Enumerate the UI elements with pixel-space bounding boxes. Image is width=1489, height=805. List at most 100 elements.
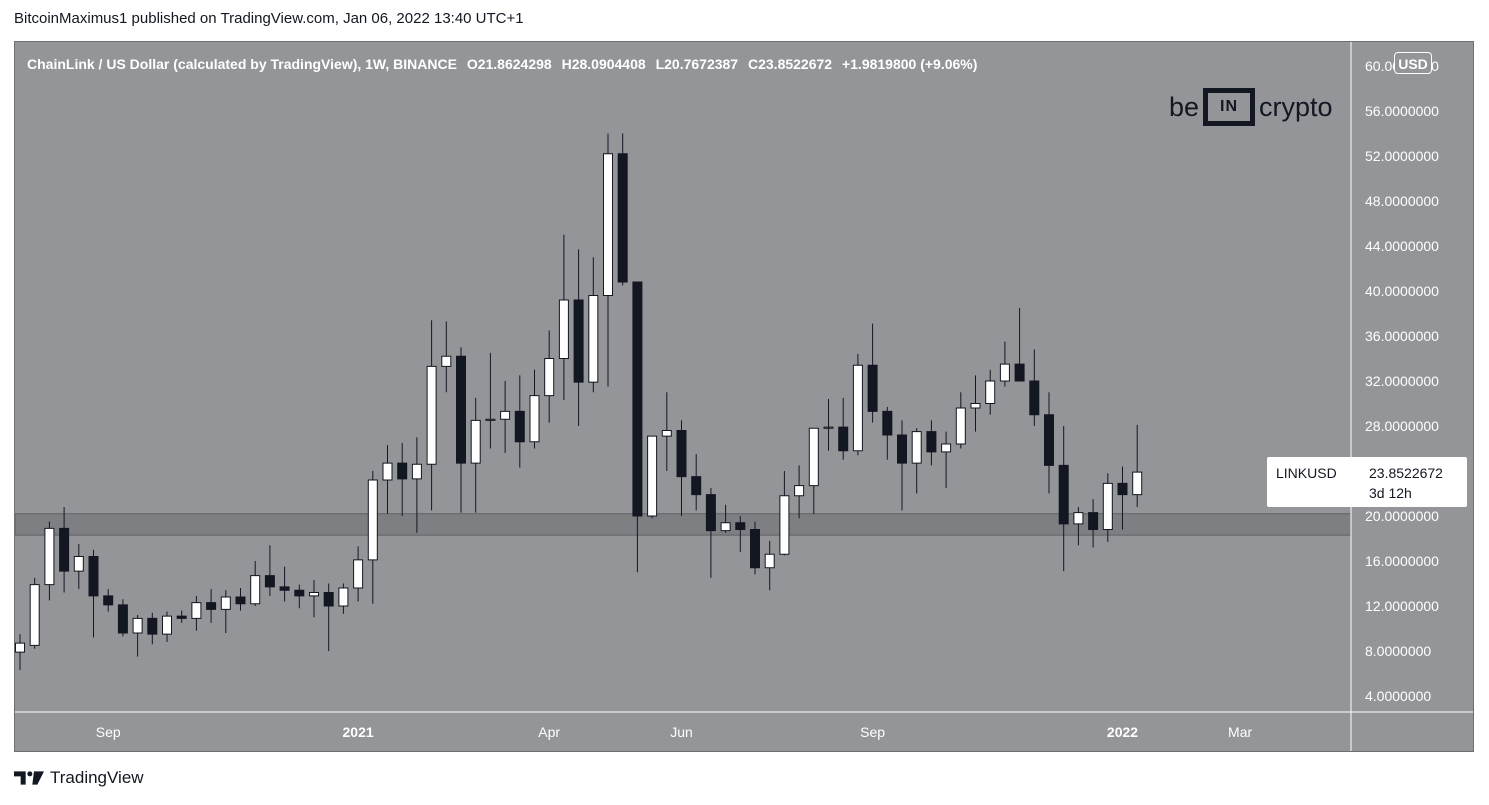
candlestick-chart[interactable]: 4.0000000 8.0000000 12.0000000 16.0000000 20… (15, 42, 1473, 751)
x-tick-label: Sep (860, 724, 885, 740)
candle-body (1073, 512, 1084, 525)
candle-body (676, 430, 687, 478)
candle-body (647, 435, 658, 517)
candle-body (367, 479, 378, 561)
candle-body (1102, 482, 1113, 530)
y-tick-label: 48.0000000 (1365, 193, 1439, 209)
y-tick-label: 8.0000000 (1365, 643, 1431, 659)
candle-body (735, 522, 746, 530)
candle-body (411, 463, 422, 480)
candle-body (617, 153, 628, 283)
candle-body (603, 153, 613, 296)
price-tag-symbol: LINKUSD (1276, 465, 1337, 481)
open-value: 21.8624298 (477, 56, 552, 72)
candle-body (985, 380, 996, 404)
tradingview-logo-icon (14, 771, 44, 785)
low-label: L (655, 56, 665, 72)
y-tick-label: 16.0000000 (1365, 553, 1439, 569)
y-tick-label: 44.0000000 (1365, 238, 1439, 254)
y-tick-label: 12.0000000 (1365, 598, 1439, 614)
close-label: C (747, 56, 759, 72)
x-tick-label: Jun (670, 724, 693, 740)
candle-body (750, 529, 760, 569)
y-tick-label: 20.0000000 (1365, 508, 1439, 524)
candle-body (544, 358, 555, 397)
candle-body (456, 355, 466, 464)
open-label: O (466, 56, 478, 72)
candle-body (353, 559, 364, 589)
candle-body (970, 403, 981, 409)
candle-body (529, 395, 540, 443)
candle-body (426, 365, 437, 465)
candle-body (397, 462, 408, 480)
candle-body (250, 575, 261, 605)
candle-body (1014, 363, 1025, 382)
beincrypto-logo: be IN crypto (1169, 88, 1333, 126)
candle-body (705, 494, 716, 532)
close-value: 23.8522672 (758, 56, 833, 72)
candle-body (1044, 414, 1054, 466)
candle-body (955, 407, 966, 445)
last-price-tag: LINKUSD 23.8522672 3d 12h (1267, 457, 1467, 507)
candle-body (162, 615, 172, 635)
chart-area[interactable]: 4.0000000 8.0000000 12.0000000 16.0000000 20… (14, 41, 1474, 752)
x-tick-label: Sep (96, 724, 121, 740)
y-tick-label: 28.0000000 (1365, 418, 1439, 434)
logo-box: IN (1203, 88, 1256, 126)
candle-body (382, 462, 393, 481)
symbol-legend: ChainLink / US Dollar (calculated by Tra… (27, 56, 977, 72)
y-tick-label: 4.0000000 (1365, 688, 1431, 704)
candle-body (852, 364, 863, 452)
candle-body (1132, 471, 1143, 496)
support-zone (15, 513, 1352, 536)
candle-body (294, 589, 305, 597)
y-tick-label: 32.0000000 (1365, 373, 1439, 389)
candle-body (235, 596, 246, 605)
candle-body (15, 642, 25, 653)
y-tick-label: 36.0000000 (1365, 328, 1439, 344)
footer-brand[interactable]: TradingView (14, 768, 144, 788)
candle-body (485, 418, 496, 421)
symbol-name: ChainLink / US Dollar (calculated by Tra… (27, 56, 457, 72)
candle-body (632, 281, 643, 517)
candle-body (44, 527, 55, 586)
candle-body (1058, 464, 1069, 525)
candle-body (808, 427, 819, 487)
candle-body (191, 602, 202, 619)
candle-body (73, 556, 84, 572)
candle-body (220, 596, 231, 610)
candle-body (764, 553, 775, 569)
candle-body (1088, 512, 1099, 530)
candle-body (588, 295, 599, 383)
currency-badge[interactable]: USD (1394, 52, 1432, 74)
x-tick-label: 2022 (1107, 724, 1138, 740)
candle-body (558, 299, 569, 359)
candle-body (29, 584, 40, 646)
high-value: 28.0904408 (571, 56, 646, 72)
x-tick-label: Mar (1228, 724, 1252, 740)
high-label: H (561, 56, 572, 72)
candle-body (147, 617, 158, 635)
candle-body (794, 485, 805, 497)
candle-body (338, 587, 349, 607)
candle-body (1117, 482, 1128, 496)
x-tick-label: Apr (538, 724, 560, 740)
candle-body (441, 355, 452, 367)
y-tick-label: 56.0000000 (1365, 103, 1439, 119)
candle-body (323, 592, 334, 607)
change-value: +1.9819800 (+9.06%) (841, 56, 978, 72)
low-value: 20.7672387 (664, 56, 739, 72)
candle-body (88, 556, 99, 597)
candle-body (941, 443, 952, 453)
logo-text-right: crypto (1259, 91, 1333, 122)
price-tag-value: 23.8522672 (1369, 465, 1443, 481)
candle-body (720, 522, 731, 532)
candle-body (514, 410, 525, 443)
candle-body (882, 410, 893, 436)
x-tick-label: 2021 (343, 724, 374, 740)
price-tag-countdown: 3d 12h (1369, 485, 1412, 501)
candle-body (1029, 380, 1040, 416)
logo-text-left: be (1169, 91, 1200, 122)
candle-body (691, 476, 702, 496)
candle-body (59, 527, 70, 572)
